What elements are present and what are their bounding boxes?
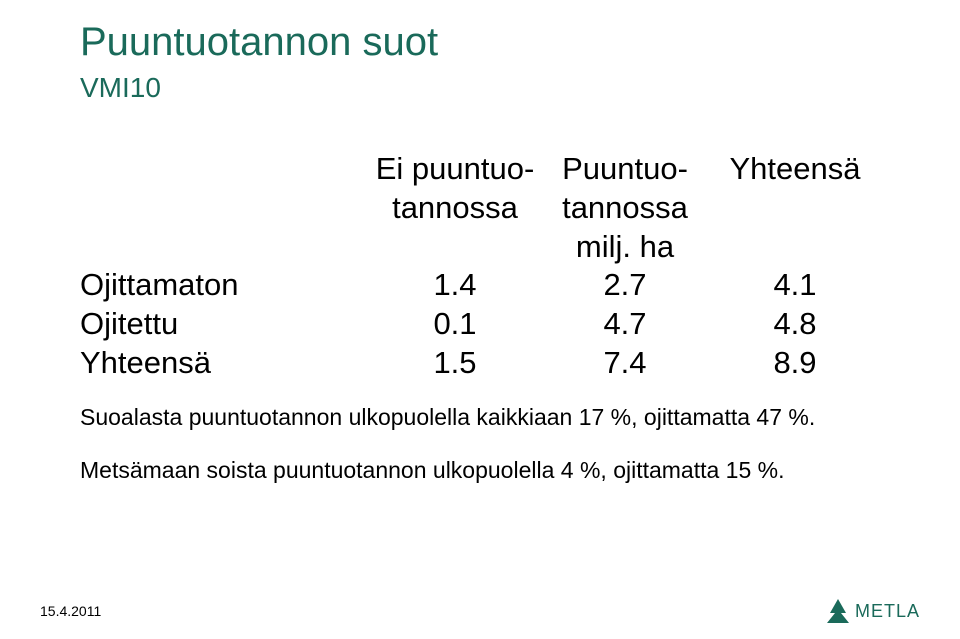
row-c2: 7.4 <box>540 344 710 383</box>
header-col1-line1: Ei puuntuo- <box>370 150 540 189</box>
logo-text: METLA <box>855 601 920 622</box>
row-c1: 1.5 <box>370 344 540 383</box>
header-col3-line2 <box>710 189 880 228</box>
header-col1-line2: tannossa <box>370 189 540 228</box>
header-empty <box>80 150 370 189</box>
note-line-2: Metsämaan soista puuntuotannon ulkopuole… <box>80 453 815 488</box>
row-c2: 2.7 <box>540 266 710 305</box>
header-empty-2 <box>80 189 370 228</box>
row-c3: 4.1 <box>710 266 880 305</box>
row-c2: 4.7 <box>540 305 710 344</box>
row-label: Ojittamaton <box>80 266 370 305</box>
table-row: Ojitettu 0.1 4.7 4.8 <box>80 305 880 344</box>
header-col2-line1: Puuntuo- <box>540 150 710 189</box>
unit-empty-c1 <box>370 228 540 267</box>
table-row: Ojittamaton 1.4 2.7 4.1 <box>80 266 880 305</box>
table-row: Yhteensä 1.5 7.4 8.9 <box>80 344 880 383</box>
row-label: Yhteensä <box>80 344 370 383</box>
row-label: Ojitettu <box>80 305 370 344</box>
unit-empty-c3 <box>710 228 880 267</box>
note-line-1: Suoalasta puuntuotannon ulkopuolella kai… <box>80 400 815 435</box>
row-c3: 8.9 <box>710 344 880 383</box>
header-col2-line2: tannossa <box>540 189 710 228</box>
tree-icon <box>827 599 849 623</box>
page-subtitle: VMI10 <box>80 72 161 104</box>
unit-label: milj. ha <box>540 228 710 267</box>
row-c3: 4.8 <box>710 305 880 344</box>
page-title: Puuntuotannon suot <box>80 20 438 65</box>
header-col3-line1: Yhteensä <box>710 150 880 189</box>
unit-empty <box>80 228 370 267</box>
footer-date: 15.4.2011 <box>40 603 101 619</box>
table-unit-row: milj. ha <box>80 228 880 267</box>
table-header-row-2: tannossa tannossa <box>80 189 880 228</box>
data-table: Ei puuntuo- Puuntuo- Yhteensä tannossa t… <box>80 150 880 383</box>
row-c1: 0.1 <box>370 305 540 344</box>
footer-logo: METLA <box>827 599 920 623</box>
table-header-row-1: Ei puuntuo- Puuntuo- Yhteensä <box>80 150 880 189</box>
row-c1: 1.4 <box>370 266 540 305</box>
notes-block: Suoalasta puuntuotannon ulkopuolella kai… <box>80 400 815 505</box>
